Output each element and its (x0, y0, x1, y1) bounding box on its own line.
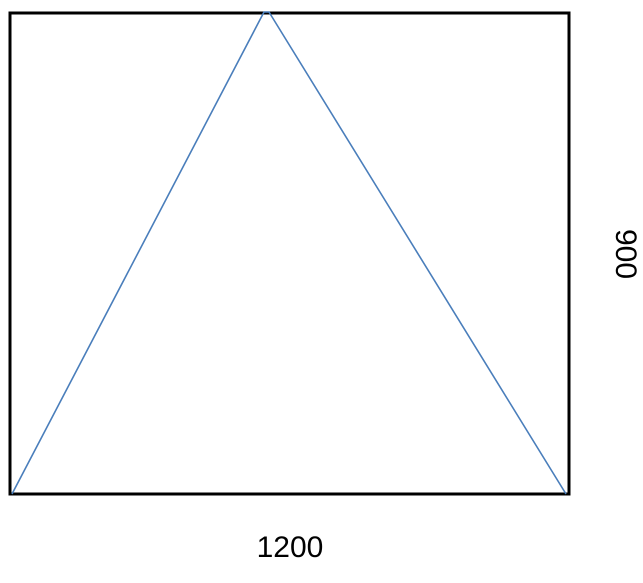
frame-rectangle (8, 11, 571, 496)
height-label: 900 (609, 229, 642, 279)
width-label: 1200 (257, 531, 324, 564)
triangle-outline (11, 11, 567, 495)
